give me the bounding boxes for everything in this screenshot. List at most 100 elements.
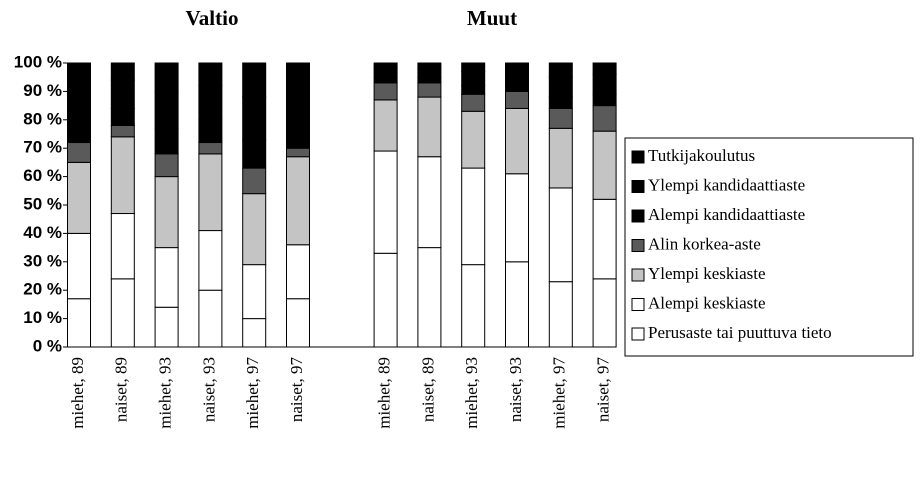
bar-segment bbox=[154, 247, 179, 308]
bar-segment bbox=[110, 278, 135, 348]
bar-segment bbox=[417, 156, 442, 249]
bar-segment bbox=[242, 318, 267, 348]
bar-segment bbox=[592, 105, 617, 132]
bar-segment bbox=[198, 230, 223, 291]
bar-segment bbox=[110, 136, 135, 215]
bar-segment bbox=[592, 198, 617, 280]
legend-box bbox=[624, 137, 914, 357]
legend-label: Perusaste tai puuttuva tieto bbox=[648, 323, 832, 342]
legend-swatch bbox=[631, 268, 645, 282]
bar-segment bbox=[242, 62, 267, 98]
bar-segment bbox=[154, 90, 179, 129]
bar-segment bbox=[417, 62, 442, 70]
bar-segment bbox=[67, 232, 91, 300]
x-tick-label: naiset, 89 bbox=[112, 357, 131, 422]
x-tick-label: naiset, 97 bbox=[594, 357, 613, 423]
y-tick-label: 0 % bbox=[33, 336, 62, 355]
bar-segment bbox=[505, 261, 529, 348]
bar-segment bbox=[154, 306, 179, 348]
bar-segment bbox=[110, 79, 135, 109]
x-tick-label: naiset, 93 bbox=[199, 357, 218, 422]
y-tick-label: 40 % bbox=[23, 223, 62, 242]
bar-segment bbox=[154, 176, 179, 249]
bar-segment bbox=[373, 62, 398, 70]
bar-segment bbox=[286, 244, 310, 300]
bar-segment bbox=[505, 82, 529, 92]
bar-segment bbox=[505, 90, 529, 109]
bar-segment bbox=[592, 130, 617, 200]
bar-segment bbox=[417, 247, 442, 348]
y-tick-label: 60 % bbox=[23, 166, 62, 185]
bar-segment bbox=[505, 107, 529, 175]
bar-segment bbox=[548, 96, 573, 109]
legend-label: Tutkijakoulutus bbox=[648, 146, 755, 165]
bar-segment bbox=[505, 71, 529, 84]
bar-segment bbox=[67, 298, 91, 348]
legend-label: Alin korkea-aste bbox=[648, 234, 761, 253]
bar-segment bbox=[198, 85, 223, 121]
y-tick-label: 70 % bbox=[23, 138, 62, 157]
bar-segment bbox=[198, 153, 223, 232]
y-tick-label: 90 % bbox=[23, 81, 62, 100]
x-tick-label: miehet, 93 bbox=[156, 357, 175, 429]
bar-segment bbox=[461, 85, 486, 95]
bar-segment bbox=[461, 110, 486, 169]
legend-swatch bbox=[631, 209, 645, 223]
bar-segment bbox=[67, 62, 91, 87]
bar-segment bbox=[286, 147, 310, 158]
bar-segment bbox=[461, 264, 486, 348]
bar-segment bbox=[286, 156, 310, 246]
bar-segment bbox=[242, 139, 267, 169]
bar-segment bbox=[198, 289, 223, 348]
legend-swatch bbox=[631, 150, 645, 164]
bar-segment bbox=[417, 76, 442, 84]
x-tick-label: naiset, 97 bbox=[287, 357, 306, 423]
bar-segment bbox=[242, 264, 267, 320]
x-tick-label: miehet, 89 bbox=[68, 357, 87, 429]
x-tick-label: miehet, 97 bbox=[243, 357, 262, 429]
bar-segment bbox=[154, 153, 179, 178]
bar-segment bbox=[67, 85, 91, 121]
bar-segment bbox=[110, 213, 135, 280]
bar-segment bbox=[110, 124, 135, 138]
bar-segment bbox=[548, 76, 573, 98]
legend-label: Ylempi keskiaste bbox=[648, 264, 766, 283]
y-tick-label: 10 % bbox=[23, 308, 62, 327]
legend-swatch bbox=[631, 298, 645, 311]
x-tick-label: miehet, 93 bbox=[462, 357, 481, 429]
y-tick-label: 30 % bbox=[23, 251, 62, 270]
bar-segment bbox=[417, 96, 442, 158]
x-tick-label: naiset, 89 bbox=[418, 357, 437, 422]
bar-segment bbox=[417, 82, 442, 98]
bar-segment bbox=[548, 187, 573, 283]
bar-segment bbox=[548, 107, 573, 129]
legend-label: Alempi keskiaste bbox=[648, 293, 766, 312]
bar-segment bbox=[242, 193, 267, 266]
bar-segment bbox=[154, 62, 179, 92]
bar-segment bbox=[67, 142, 91, 163]
bar-segment bbox=[592, 62, 617, 75]
bar-segment bbox=[461, 167, 486, 266]
bar-segment bbox=[592, 73, 617, 95]
bar-segment bbox=[110, 107, 135, 126]
x-tick-label: naiset, 93 bbox=[506, 357, 525, 422]
bar-segment bbox=[286, 298, 310, 348]
bar-segment bbox=[373, 68, 398, 78]
group-title: Muut bbox=[467, 6, 517, 30]
bar-segment bbox=[373, 76, 398, 84]
y-tick-label: 20 % bbox=[23, 280, 62, 299]
legend-swatch bbox=[631, 239, 645, 252]
legend-swatch bbox=[631, 327, 645, 341]
bar-segment bbox=[198, 119, 223, 144]
bar-segment bbox=[198, 62, 223, 87]
bar-segment bbox=[548, 127, 573, 189]
bar-segment bbox=[198, 142, 223, 155]
bar-segment bbox=[373, 252, 398, 348]
bar-segment bbox=[67, 161, 91, 234]
group-title: Valtio bbox=[186, 6, 239, 30]
bar-segment bbox=[242, 167, 267, 195]
bar-segment bbox=[505, 62, 529, 73]
bar-segment bbox=[592, 278, 617, 348]
y-tick-label: 100 % bbox=[14, 52, 62, 71]
